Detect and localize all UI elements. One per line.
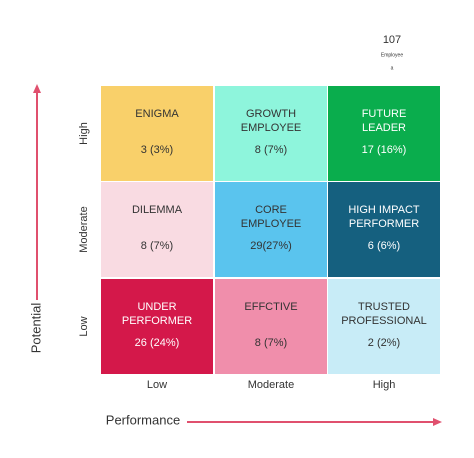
grid-cell <box>328 182 440 277</box>
cell-value: 29(27%) <box>250 240 292 252</box>
y-level-label: High <box>78 122 90 145</box>
cell-value: 3 (3%) <box>141 144 173 156</box>
grid-cell <box>215 182 327 277</box>
cell-value: 8 (7%) <box>141 240 173 252</box>
cell-label: FUTURE <box>362 108 407 120</box>
total-label: Employee <box>381 52 403 58</box>
cell-label: HIGH IMPACT <box>348 204 420 216</box>
cell-label: UNDER <box>137 301 176 313</box>
cell-label: LEADER <box>362 122 406 134</box>
cell-label: EMPLOYEE <box>241 218 302 230</box>
y-level-label: Moderate <box>78 206 90 252</box>
grid-cell <box>101 86 213 181</box>
cell-label: ENIGMA <box>135 108 179 120</box>
cell-label: EMPLOYEE <box>241 122 302 134</box>
cell-label: GROWTH <box>246 108 296 120</box>
x-level-label: Low <box>147 379 167 391</box>
grid-cell <box>101 279 213 374</box>
x-axis-title: Performance <box>106 412 180 427</box>
y-level-label: Low <box>78 316 90 336</box>
cell-label: PROFESSIONAL <box>341 315 427 327</box>
grid-cell <box>215 86 327 181</box>
total-count: 107 <box>383 34 401 46</box>
x-arrowhead <box>433 418 442 426</box>
cell-label: TRUSTED <box>358 301 410 313</box>
grid-cell <box>328 279 440 374</box>
cell-value: 6 (6%) <box>368 240 400 252</box>
cell-value: 17 (16%) <box>362 144 407 156</box>
cell-label: CORE <box>255 204 287 216</box>
cell-label: EFFCTIVE <box>244 301 297 313</box>
cell-label: PERFORMER <box>349 218 419 230</box>
cell-label: PERFORMER <box>122 315 192 327</box>
grid-cell <box>215 279 327 374</box>
y-axis-title: Potential <box>28 303 43 354</box>
cell-label: DILEMMA <box>132 204 183 216</box>
cell-value: 26 (24%) <box>135 337 180 349</box>
cell-value: 2 (2%) <box>368 337 400 349</box>
grid-cell <box>328 86 440 181</box>
cell-value: 8 (7%) <box>255 144 287 156</box>
cell-value: 8 (7%) <box>255 337 287 349</box>
x-level-label: High <box>373 379 396 391</box>
grid-cell <box>101 182 213 277</box>
x-level-label: Moderate <box>248 379 294 391</box>
y-arrowhead <box>33 84 41 93</box>
total-note: a <box>391 65 394 71</box>
